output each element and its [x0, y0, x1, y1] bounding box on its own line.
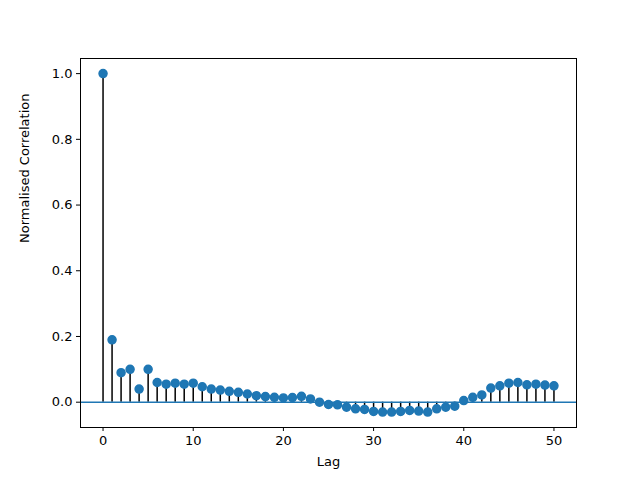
svg-text:10: 10 — [185, 433, 202, 448]
svg-text:0.2: 0.2 — [52, 329, 73, 344]
svg-text:30: 30 — [365, 433, 382, 448]
svg-text:0.0: 0.0 — [52, 394, 73, 409]
svg-text:1.0: 1.0 — [52, 66, 73, 81]
svg-text:0.8: 0.8 — [52, 131, 73, 146]
svg-text:0: 0 — [99, 433, 107, 448]
svg-text:20: 20 — [275, 433, 292, 448]
svg-text:Normalised Correlation: Normalised Correlation — [17, 94, 32, 244]
svg-text:Lag: Lag — [317, 454, 340, 469]
svg-text:0.4: 0.4 — [52, 263, 73, 278]
svg-text:50: 50 — [546, 433, 563, 448]
svg-text:0.6: 0.6 — [52, 197, 73, 212]
svg-text:40: 40 — [455, 433, 472, 448]
